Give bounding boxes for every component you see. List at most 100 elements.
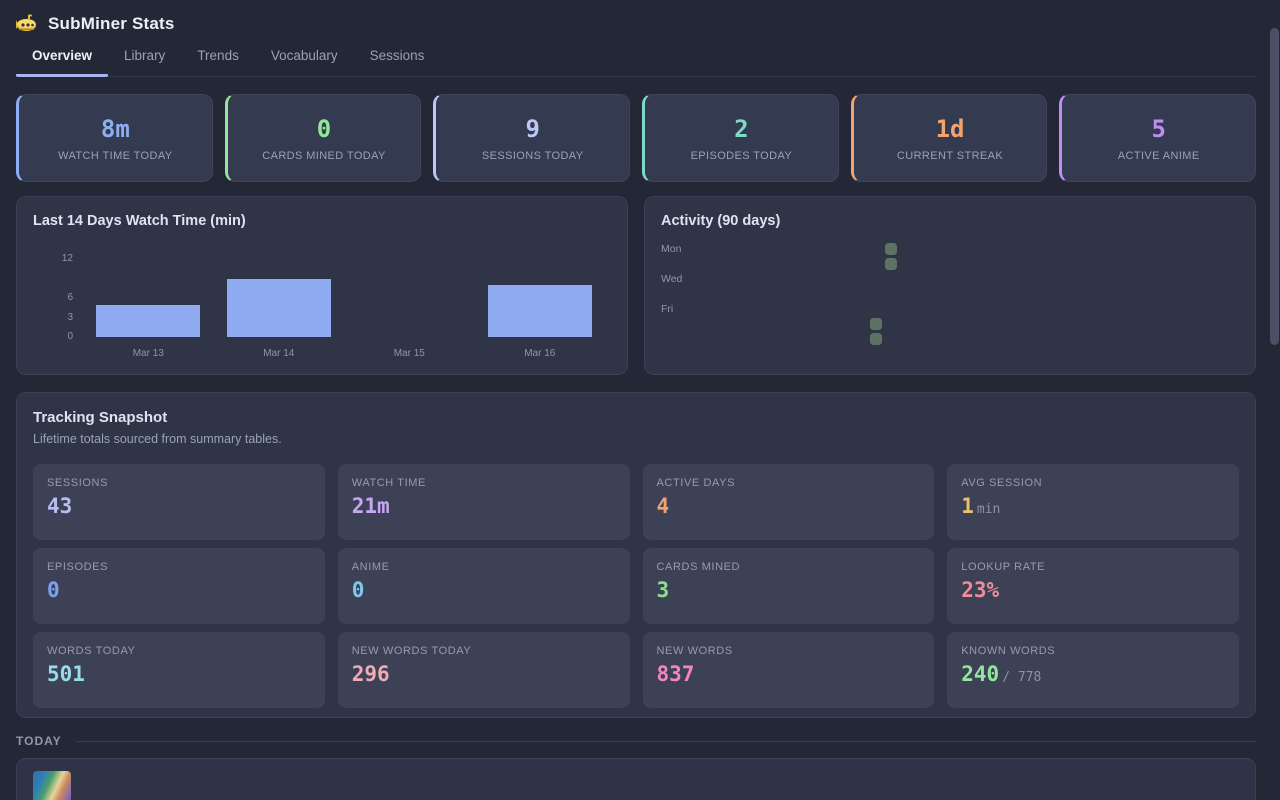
heatmap-active-cell [885, 243, 897, 255]
tracking-tile: WORDS TODAY 501 [33, 632, 325, 708]
chart-x-tick: Mar 13 [132, 348, 164, 359]
tab-trends[interactable]: Trends [197, 48, 239, 63]
tab-library[interactable]: Library [124, 48, 166, 63]
watch-time-chart-panel: Last 14 Days Watch Time (min) Mar 13 Mar … [16, 196, 628, 375]
tracking-tile-label: KNOWN WORDS [961, 645, 1056, 657]
tracking-tile-value: 501 [47, 662, 311, 686]
tracking-title: Tracking Snapshot [33, 409, 168, 426]
tracking-tile-number: 296 [351, 662, 390, 686]
tracking-tile: NEW WORDS 837 [642, 632, 935, 708]
tracking-tile-label: AVG SESSION [961, 477, 1043, 489]
tab-vocabulary[interactable]: Vocabulary [270, 48, 338, 63]
tracking-tile-label: SESSIONS [47, 477, 109, 489]
tracking-tile-grid: SESSIONS 43 WATCH TIME 21m ACTIVE DAYS 4 AVG S… [33, 464, 1239, 708]
stat-card: 1d CURRENT STREAK [850, 94, 1048, 182]
chart-x-tick: Mar 15 [393, 348, 425, 359]
stat-card: 2 EPISODES TODAY [642, 94, 839, 182]
heatmap-day-label: Fri [661, 303, 674, 315]
stat-card-value: 8m [100, 114, 130, 143]
activity-heatmap-panel: Activity (90 days) Mon Wed Fri [644, 196, 1256, 375]
chart-bar-slot [214, 251, 345, 337]
heatmap-day-label: Wed [661, 273, 683, 285]
tracking-tile: ACTIVE DAYS 4 [642, 464, 935, 540]
stat-cards-row: 8m WATCH TIME TODAY 0 CARDS MINED TODAY 9 SES… [16, 94, 1257, 182]
tab-overview[interactable]: Overview [16, 48, 109, 77]
tracking-tile: LOOKUP RATE 23% [947, 548, 1239, 624]
tracking-tile-suffix: min [976, 502, 1001, 517]
chart-x-tick: Mar 16 [524, 348, 556, 359]
chart-y-tick: 12 [61, 253, 73, 264]
tracking-tile: CARDS MINED 3 [642, 548, 935, 624]
tracking-tile: EPISODES 0 [33, 548, 325, 624]
page-title: SubMiner Stats [48, 14, 175, 33]
tab-sessions[interactable]: Sessions [369, 48, 425, 63]
scrollbar-thumb[interactable] [1270, 28, 1279, 345]
tracking-tile-label: WORDS TODAY [47, 645, 136, 657]
chart-x-tick: Mar 14 [263, 348, 295, 359]
tracking-tile-number: 3 [656, 578, 670, 602]
tracking-tile-value: 0 [352, 578, 616, 602]
tracking-tile-number: 23% [961, 578, 1000, 602]
tracking-tile-label: CARDS MINED [656, 561, 741, 573]
chart-bar [487, 285, 592, 337]
tracking-tile-number: 0 [351, 578, 365, 602]
activity-heatmap: Mon Wed Fri [661, 241, 1239, 351]
tracking-tile-label: LOOKUP RATE [961, 561, 1046, 573]
tracking-tile-number: 837 [656, 662, 695, 686]
stat-card: 5 ACTIVE ANIME [1059, 94, 1257, 182]
tracking-tile-number: 43 [47, 494, 73, 518]
submarine-icon [16, 14, 38, 34]
chart-bar-slot [344, 251, 475, 337]
tracking-tile-value: 0 [47, 578, 311, 602]
tracking-tile-suffix: / 778 [1002, 670, 1042, 685]
heatmap-day-label: Mon [661, 243, 682, 255]
tracking-tile-label: EPISODES [47, 561, 109, 573]
tracking-tile-number: 1 [961, 494, 974, 518]
tracking-tile-number: 0 [47, 578, 60, 602]
tracking-tile-number: 501 [47, 662, 85, 686]
tracking-tile-value: 296 [352, 662, 616, 686]
stat-card-value: 0 [316, 114, 332, 143]
chart-bar-slot [475, 251, 606, 337]
heatmap-active-cell [885, 258, 897, 270]
tracking-tile-value: 3 [657, 578, 921, 602]
panels-row: Last 14 Days Watch Time (min) Mar 13 Mar … [16, 196, 1256, 375]
stat-card: 8m WATCH TIME TODAY [16, 94, 213, 182]
tracking-tile-label: NEW WORDS [656, 645, 733, 657]
chart-bar [96, 304, 201, 337]
app-header: SubMiner Stats [0, 0, 1280, 34]
tracking-tile-number: 21m [351, 494, 390, 518]
stat-card-label: SESSIONS TODAY [481, 149, 584, 162]
today-label: TODAY [16, 734, 62, 748]
chart-y-tick: 3 [67, 311, 73, 323]
stat-card-value: 2 [734, 114, 749, 143]
stat-card: 0 CARDS MINED TODAY [224, 94, 422, 182]
tracking-tile-value: 4 [657, 494, 921, 518]
today-episode-card[interactable] [16, 758, 1256, 800]
stat-card-label: CURRENT STREAK [896, 149, 1004, 162]
tracking-tile: NEW WORDS TODAY 296 [337, 632, 630, 708]
tracking-tile: SESSIONS 43 [33, 464, 325, 540]
tracking-tile-number: 4 [656, 494, 670, 518]
tracking-tile-value: 240/ 778 [961, 662, 1225, 686]
activity-title: Activity (90 days) [661, 213, 781, 229]
heatmap-active-cell [870, 318, 882, 330]
tracking-tile-label: NEW WORDS TODAY [351, 645, 472, 657]
tracking-tile-value: 21m [352, 494, 616, 518]
tracking-tile: WATCH TIME 21m [337, 464, 630, 540]
stat-card-label: EPISODES TODAY [690, 149, 793, 162]
tracking-tile-number: 240 [961, 662, 1000, 686]
chart-bar-slot [83, 251, 214, 337]
chart-bar [226, 278, 331, 337]
chart-y-tick: 0 [67, 331, 73, 342]
stat-card-value: 5 [1151, 114, 1166, 143]
bar-chart: Mar 13 Mar 14 Mar 15 Mar 16 12 6 3 0 [33, 243, 611, 361]
stat-card-value: 1d [935, 114, 965, 143]
stat-card-label: CARDS MINED TODAY [262, 149, 386, 162]
stat-card-value: 9 [525, 114, 540, 143]
tracking-tile: AVG SESSION 1 min [947, 464, 1239, 540]
today-section-header: TODAY [16, 734, 1256, 748]
tracking-tile-label: WATCH TIME [351, 477, 426, 489]
stat-card-label: ACTIVE ANIME [1117, 149, 1200, 162]
today-divider [75, 740, 1256, 742]
